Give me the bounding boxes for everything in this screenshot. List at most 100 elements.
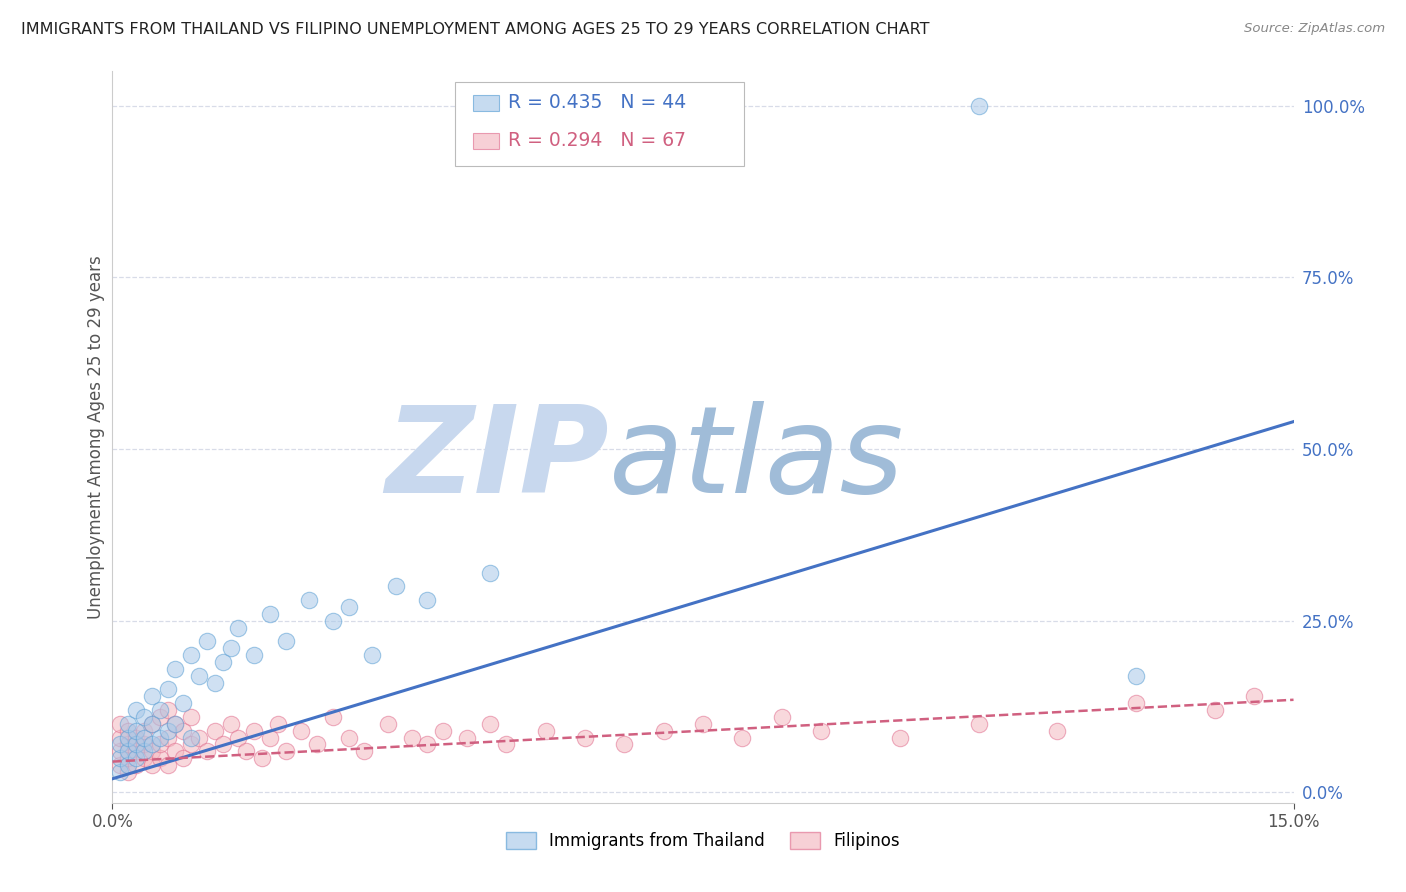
Point: [110, 751, 132, 765]
Point: [1243, 690, 1265, 704]
Point: [613, 738, 636, 752]
Point: [141, 758, 163, 772]
Point: [235, 744, 257, 758]
Point: [156, 703, 179, 717]
Point: [385, 579, 408, 593]
Text: ZIP: ZIP: [385, 401, 609, 517]
Point: [149, 738, 172, 752]
Point: [125, 723, 148, 738]
Point: [165, 662, 187, 676]
Point: [219, 716, 242, 731]
Point: [574, 731, 596, 745]
Point: [149, 703, 172, 717]
Point: [149, 751, 172, 765]
Point: [195, 634, 218, 648]
Text: IMMIGRANTS FROM THAILAND VS FILIPINO UNEMPLOYMENT AMONG AGES 25 TO 29 YEARS CORR: IMMIGRANTS FROM THAILAND VS FILIPINO UNE…: [21, 22, 929, 37]
Point: [110, 738, 132, 752]
Y-axis label: Unemployment Among Ages 25 to 29 years: Unemployment Among Ages 25 to 29 years: [87, 255, 105, 619]
Point: [110, 716, 132, 731]
FancyBboxPatch shape: [472, 133, 499, 149]
Point: [228, 731, 250, 745]
Point: [165, 716, 187, 731]
Point: [117, 731, 139, 745]
Point: [180, 648, 202, 662]
Point: [432, 723, 454, 738]
Point: [117, 738, 139, 752]
Point: [110, 764, 132, 779]
Point: [274, 634, 297, 648]
Point: [180, 710, 202, 724]
Legend: Immigrants from Thailand, Filipinos: Immigrants from Thailand, Filipinos: [499, 825, 907, 856]
Point: [149, 731, 172, 745]
Point: [322, 614, 344, 628]
Point: [889, 731, 911, 745]
Point: [250, 751, 273, 765]
Point: [204, 675, 226, 690]
Point: [770, 710, 793, 724]
Point: [125, 751, 148, 765]
Point: [810, 723, 832, 738]
Point: [188, 669, 211, 683]
Point: [156, 758, 179, 772]
Point: [211, 655, 233, 669]
Text: R = 0.294   N = 67: R = 0.294 N = 67: [508, 131, 686, 151]
Text: atlas: atlas: [609, 401, 904, 517]
Text: R = 0.435   N = 44: R = 0.435 N = 44: [508, 94, 686, 112]
Point: [353, 744, 375, 758]
Point: [322, 710, 344, 724]
Point: [132, 731, 155, 745]
Point: [692, 716, 714, 731]
Point: [416, 738, 439, 752]
Point: [652, 723, 675, 738]
Point: [219, 641, 242, 656]
Point: [125, 703, 148, 717]
Point: [243, 648, 266, 662]
Point: [156, 731, 179, 745]
Point: [172, 723, 194, 738]
Point: [337, 731, 360, 745]
Point: [479, 566, 502, 580]
Point: [967, 98, 990, 112]
Point: [204, 723, 226, 738]
Point: [132, 744, 155, 758]
Point: [180, 738, 202, 752]
Point: [401, 731, 423, 745]
Point: [132, 710, 155, 724]
Point: [117, 751, 139, 765]
Point: [110, 744, 132, 758]
Point: [141, 738, 163, 752]
Point: [274, 744, 297, 758]
Point: [141, 744, 163, 758]
Point: [267, 716, 290, 731]
Point: [377, 716, 399, 731]
Point: [156, 682, 179, 697]
Point: [259, 607, 281, 621]
Point: [149, 710, 172, 724]
Point: [195, 744, 218, 758]
Point: [117, 758, 139, 772]
Point: [165, 716, 187, 731]
Point: [479, 716, 502, 731]
Point: [228, 621, 250, 635]
Point: [180, 731, 202, 745]
Point: [172, 696, 194, 710]
Point: [534, 723, 557, 738]
Point: [117, 744, 139, 758]
Point: [125, 738, 148, 752]
FancyBboxPatch shape: [456, 82, 744, 167]
Point: [125, 731, 148, 745]
Point: [132, 751, 155, 765]
Point: [117, 723, 139, 738]
Point: [188, 731, 211, 745]
Point: [1204, 703, 1226, 717]
Point: [1125, 696, 1147, 710]
Point: [165, 744, 187, 758]
Point: [259, 731, 281, 745]
Point: [156, 723, 179, 738]
Point: [967, 716, 990, 731]
Point: [361, 648, 384, 662]
Point: [172, 751, 194, 765]
Point: [731, 731, 754, 745]
Text: Source: ZipAtlas.com: Source: ZipAtlas.com: [1244, 22, 1385, 36]
Point: [117, 716, 139, 731]
